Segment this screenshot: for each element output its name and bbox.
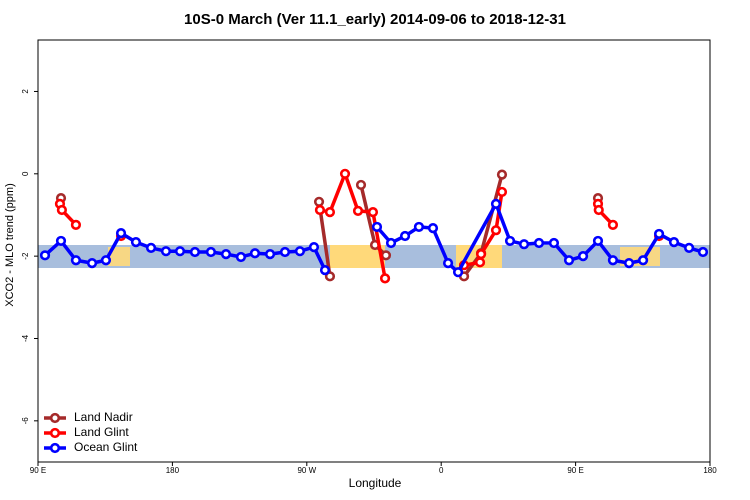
data-point [452, 267, 464, 278]
data-point [577, 251, 589, 262]
plot-frame [37, 39, 711, 463]
data-point [235, 251, 247, 263]
data-point [592, 235, 604, 247]
series-line [375, 202, 704, 274]
data-point [563, 255, 575, 266]
data-point [319, 265, 331, 276]
data-point [683, 242, 695, 254]
x-tick-label: 180 [166, 466, 180, 475]
y-tick-label: 2 [21, 89, 30, 94]
data-point [607, 219, 619, 230]
chart-title: 10S-0 March (Ver 11.1_early) 2014-09-06 … [184, 11, 566, 28]
data-point [314, 204, 326, 216]
data-point [427, 223, 439, 234]
data-point [70, 219, 82, 230]
data-point [324, 206, 336, 218]
data-point [174, 246, 186, 257]
data-point [56, 204, 67, 216]
data-point [385, 237, 397, 249]
data-point [264, 248, 276, 260]
y-tick-label: -6 [21, 417, 30, 425]
y-tick-label: -2 [21, 252, 30, 260]
data-point [518, 239, 530, 250]
data-point [504, 235, 516, 247]
y-tick-label: 0 [21, 171, 30, 176]
x-tick-label: 90 W [297, 466, 316, 475]
data-point [279, 246, 291, 258]
data-point [145, 242, 157, 254]
data-point [637, 255, 649, 266]
data-point [533, 237, 545, 249]
data-point [205, 246, 217, 258]
data-point [442, 258, 454, 269]
data-point [86, 258, 98, 269]
x-tick-label: 180 [703, 466, 717, 475]
data-point [548, 237, 560, 249]
data-point [593, 204, 604, 216]
data-point [70, 255, 82, 266]
data-point [490, 198, 502, 209]
data-point [130, 237, 142, 248]
data-point [475, 248, 487, 260]
data-point [413, 221, 425, 233]
data-point [474, 257, 486, 268]
data-point [623, 258, 635, 269]
data-point [607, 255, 619, 266]
x-tick-label: 0 [439, 466, 444, 475]
legend-label: Ocean Glint [74, 440, 138, 454]
data-point [399, 230, 411, 242]
legend-label: Land Nadir [74, 410, 133, 424]
data-point [39, 250, 51, 261]
data-point [308, 241, 320, 253]
data-point [339, 168, 351, 179]
data-point [355, 179, 367, 191]
data-point [160, 246, 172, 257]
data-point [367, 206, 379, 218]
x-tick-label: 90 E [567, 466, 583, 475]
data-point [352, 205, 364, 216]
data-point [249, 248, 261, 259]
data-point [653, 228, 665, 240]
data-point [697, 246, 709, 258]
data-point [294, 246, 306, 257]
data-point [324, 271, 336, 282]
data-point [115, 227, 127, 239]
legend-marker [49, 427, 61, 439]
x-axis-label: Longitude [349, 476, 402, 490]
data-point [379, 273, 391, 284]
legend-marker [49, 412, 61, 424]
legend-marker [49, 442, 61, 454]
data-point [496, 186, 508, 198]
data-point [668, 237, 680, 248]
legend-label: Land Glint [74, 425, 129, 439]
x-tick-label: 90 E [30, 466, 46, 475]
data-point [380, 250, 392, 261]
data-point [220, 248, 232, 260]
data-point [313, 196, 325, 207]
y-axis-label: XCO2 - MLO trend (ppm) [4, 183, 16, 306]
data-point [371, 221, 383, 233]
data-point [189, 246, 201, 258]
y-tick-label: -4 [21, 334, 30, 342]
data-point [100, 255, 112, 266]
data-point [490, 225, 502, 236]
data-point [55, 235, 67, 247]
data-point [496, 169, 508, 180]
